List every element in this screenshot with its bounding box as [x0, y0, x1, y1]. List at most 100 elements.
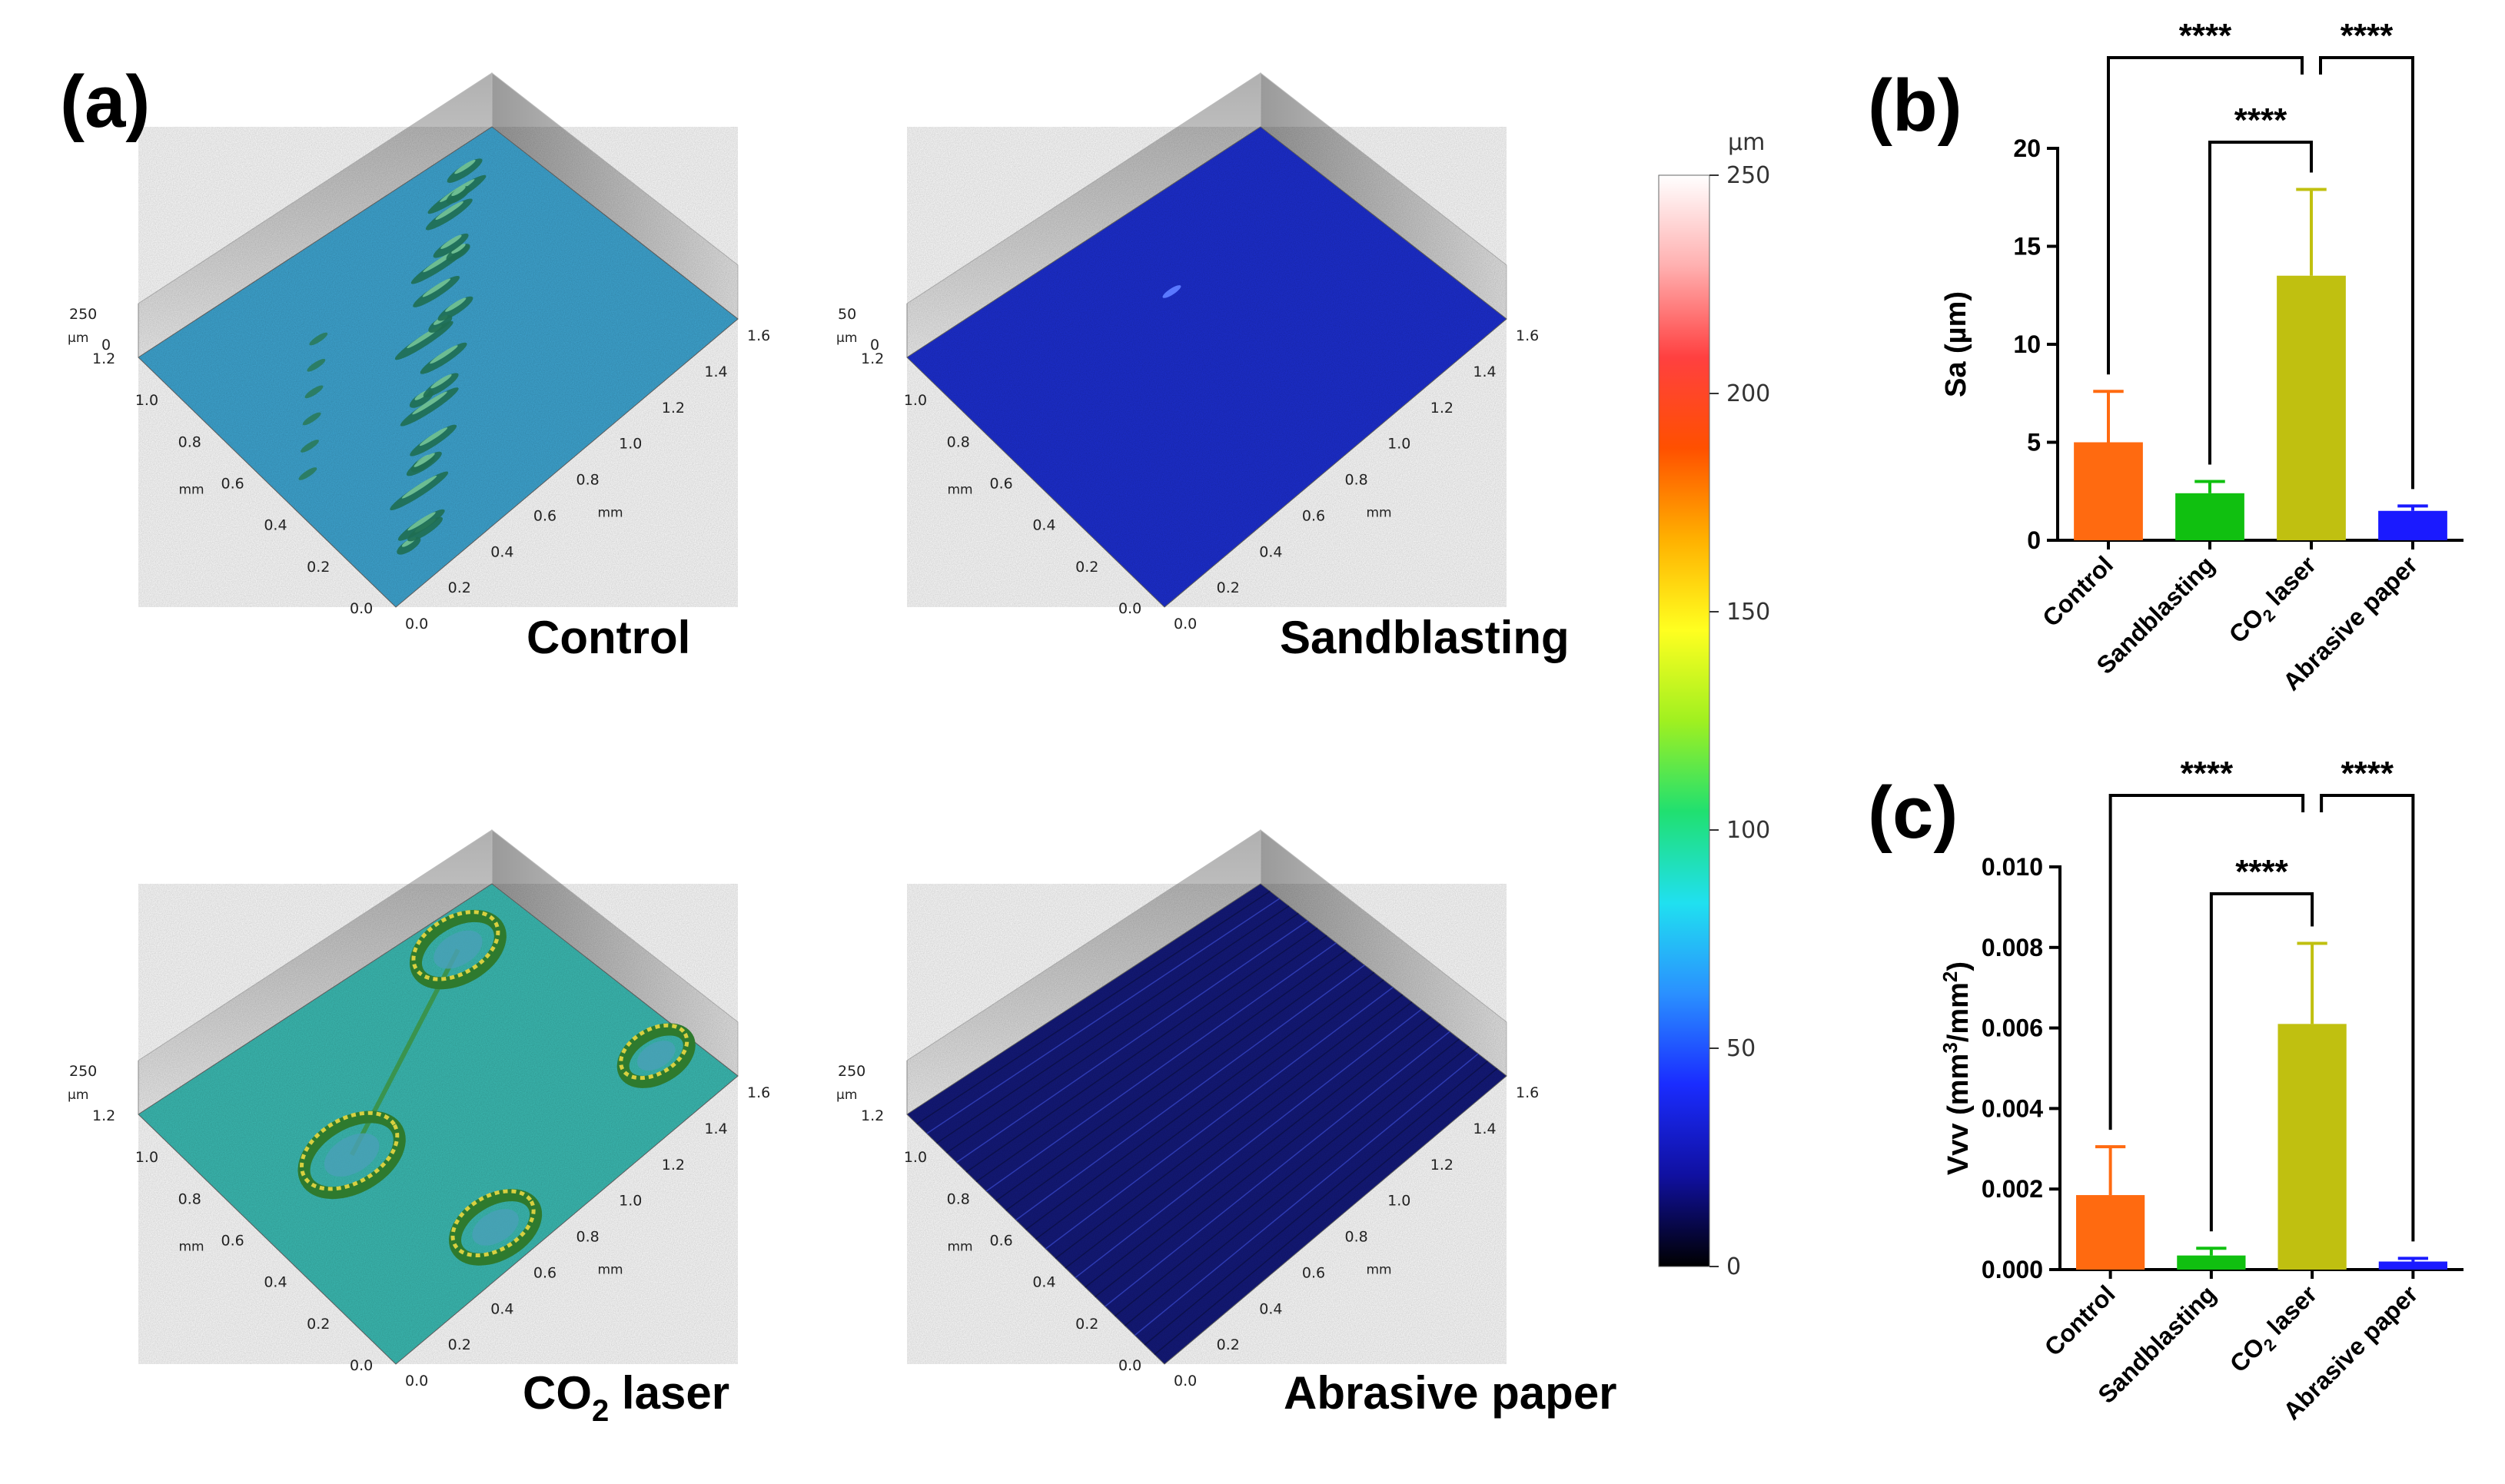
scratch-debris: [406, 451, 442, 476]
scratch-debris: [420, 342, 467, 374]
scratch-debris: [390, 471, 449, 510]
bar: [2277, 1024, 2347, 1270]
y-tick-label: 0.4: [264, 1274, 287, 1291]
y-tick-label: 0.8: [178, 433, 201, 450]
title-abrasive-paper: Abrasive paper: [1284, 1367, 1617, 1419]
scratch-debris: [407, 516, 444, 542]
colorbar-tick-label: 100: [1726, 817, 1770, 844]
significance-label: ****: [2181, 755, 2234, 792]
scratch-debris: [425, 198, 473, 231]
colorbar-tick-label: 250: [1726, 162, 1770, 189]
laser-crater-peaks: [619, 1023, 689, 1081]
laser-crater-floor: [472, 1209, 519, 1246]
x-tick-label: 0.2: [1217, 579, 1240, 596]
y-tick-label: 5: [2027, 429, 2041, 456]
laser-crater-floor: [434, 930, 483, 969]
bar: [2378, 510, 2447, 540]
x-tick-label: 1.2: [662, 1157, 685, 1174]
scratch-debris: [397, 536, 421, 555]
scratch-streak: [304, 385, 324, 399]
abrasion-groove: [1045, 987, 1394, 1250]
bar: [2378, 1261, 2447, 1270]
scratch-highlight: [454, 159, 476, 174]
scratch-debris: [446, 244, 470, 261]
panel-a-letter: (a): [60, 61, 150, 143]
x-tick-label: 0.6: [1302, 507, 1325, 524]
title-control: Control: [527, 612, 690, 663]
x-tick-label: 1.0: [619, 436, 642, 453]
scratch-debris: [437, 296, 473, 321]
y-tick-label: 20: [2013, 134, 2041, 162]
z-unit: µm: [68, 330, 88, 346]
y-tick-label: 0.0: [1118, 1357, 1141, 1374]
scratch-streak: [307, 358, 326, 372]
scratch-highlight: [430, 345, 458, 364]
significance-bracket: [2108, 794, 2305, 1130]
y-axis-unit: mm: [179, 483, 204, 498]
z-tick-top: 250: [69, 306, 97, 323]
scratch-highlight: [422, 278, 451, 297]
surface-speck: [1162, 285, 1181, 298]
y-axis-unit: mm: [948, 483, 973, 498]
significance-bracket: [2209, 892, 2314, 1232]
y-tick-label: 1.0: [135, 1149, 158, 1166]
y-tick-label: 0.0: [350, 600, 373, 617]
x-tick-label: 1.6: [747, 327, 770, 344]
x-tick-label: 1.6: [747, 1084, 770, 1101]
title-co2-laser: CO2 laser: [523, 1367, 729, 1428]
y-tick-label: 1.0: [135, 392, 158, 409]
colorbar-ticks: 0 50 100 150 200 250: [1709, 162, 1770, 1280]
category-label: CO2 laser: [2224, 1280, 2325, 1380]
scratch-streak: [309, 332, 328, 346]
abrasion-groove: [995, 949, 1347, 1202]
x-axis-unit: mm: [1367, 506, 1392, 521]
y-tick-label: 1.2: [92, 350, 115, 367]
x-tick-label: 0.6: [533, 507, 556, 524]
abrasion-groove: [1005, 957, 1356, 1211]
z-tick-zero: 0: [101, 337, 111, 354]
scratch-debris: [423, 373, 459, 398]
scratch-debris: [446, 186, 470, 204]
x-tick-label: 1.6: [1516, 327, 1539, 344]
x-tick-label: 0.6: [533, 1264, 556, 1281]
abrasion-groove: [1115, 1038, 1460, 1317]
y-tick-label: 1.2: [92, 1107, 115, 1124]
significance-label: ****: [2235, 853, 2288, 891]
significance-bracket: [2320, 794, 2415, 1242]
x-tick-label: 0.8: [576, 472, 600, 489]
scratch-highlight: [440, 234, 462, 249]
abrasion-groove: [955, 920, 1308, 1164]
significance-bracket: [2107, 56, 2304, 375]
y-axis-title: Vvv (mm3/mm2): [1939, 961, 1975, 1175]
y-tick-label: 0.4: [264, 517, 287, 534]
scratch-debris: [400, 387, 459, 427]
abrasion-groove: [1105, 1031, 1450, 1307]
scratch-highlight: [401, 475, 437, 499]
scratch-streak: [301, 440, 319, 453]
y-tick-label: 0.0: [1118, 600, 1141, 617]
bar: [2177, 1255, 2246, 1270]
x-tick-label: 0.6: [1302, 1264, 1325, 1281]
scratch-highlight: [412, 391, 447, 415]
scratch-debris: [413, 275, 460, 307]
y-axis-unit: mm: [948, 1240, 973, 1255]
abrasion-groove: [936, 905, 1290, 1144]
scratch-highlight: [451, 244, 466, 254]
abrasion-groove: [1015, 964, 1365, 1221]
x-tick-label: 1.2: [1430, 1157, 1453, 1174]
scratch-highlight: [414, 453, 435, 467]
y-tick-label: 0.6: [990, 1233, 1013, 1250]
z-unit: µm: [68, 1087, 88, 1103]
category-label: CO2 laser: [2224, 550, 2324, 651]
abrasion-groove: [1085, 1016, 1432, 1288]
scratch-debris: [428, 315, 453, 333]
y-tick-label: 0.4: [1032, 1274, 1055, 1291]
x-tick-label: 1.0: [619, 1193, 642, 1210]
surface-texture: [907, 884, 1507, 1364]
x-tick-label: 1.4: [704, 1120, 727, 1137]
y-tick-label: 1.0: [904, 392, 927, 409]
y-tick-label: 0.8: [178, 1190, 201, 1207]
y-tick-label: 0.2: [307, 559, 330, 576]
